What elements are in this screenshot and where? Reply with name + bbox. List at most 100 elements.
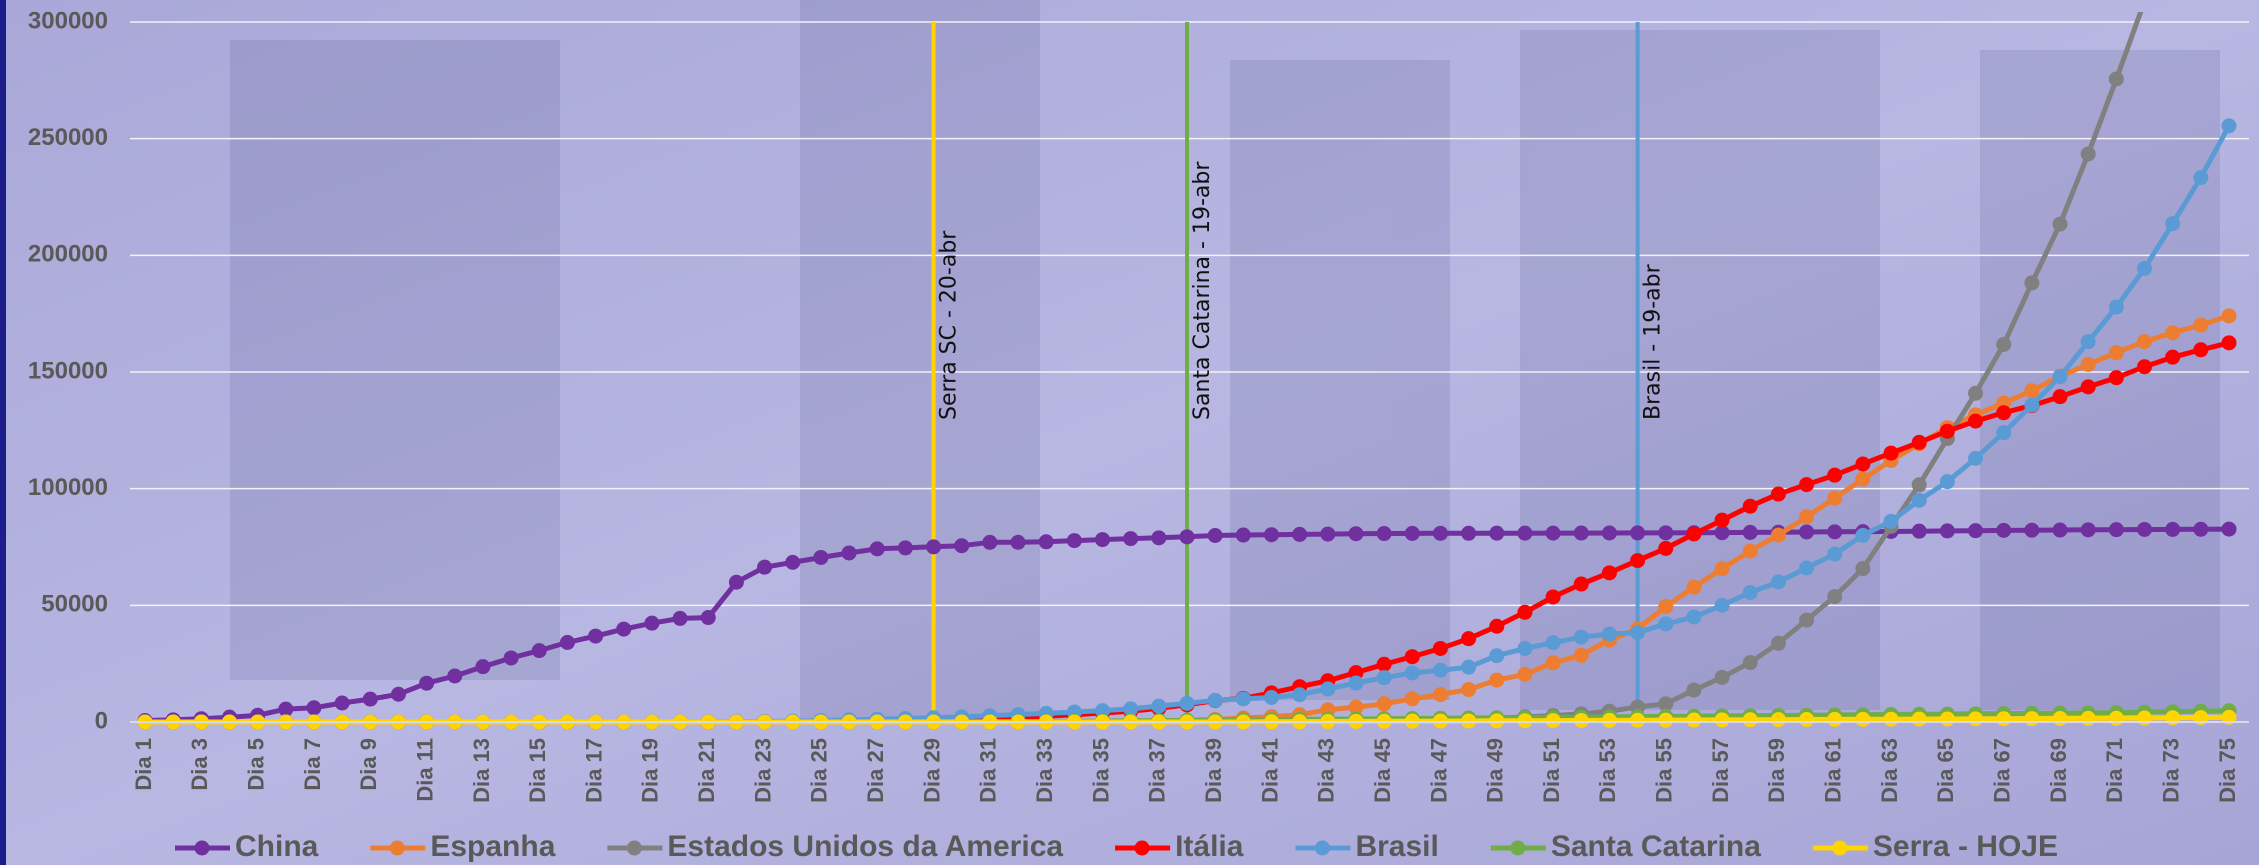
data-point [1855,456,1871,472]
data-point [1573,576,1589,592]
annotation-label: Brasil - 19-abr [1641,263,1666,420]
data-point [2137,260,2153,276]
data-point [1489,525,1505,541]
data-point [1911,434,1927,450]
legend-label: Estados Unidos da America [667,830,1063,863]
x-tick-label: Dia 23 [750,738,775,803]
data-point [1968,450,1984,466]
data-point [1517,641,1533,656]
data-point [1799,612,1815,628]
data-point [2052,216,2068,232]
x-tick-label: Dia 5 [243,738,268,791]
data-point [2024,275,2040,291]
data-point [2080,379,2096,395]
data-point [1996,336,2012,352]
legend-label: Brasil [1355,830,1438,863]
data-point [1320,526,1336,542]
x-tick-label: Dia 43 [1314,738,1339,803]
data-point [1996,405,2012,421]
x-tick-label: Dia 7 [300,738,325,791]
data-point [1545,525,1561,541]
data-point [1151,530,1167,546]
data-point [1968,385,1984,401]
data-point [1658,696,1674,712]
data-point [1996,522,2012,538]
data-point [1968,523,1984,539]
x-tick-label: Dia 35 [1088,738,1113,803]
data-point [1799,712,1815,728]
data-point [475,659,491,675]
data-point [1827,467,1843,483]
data-point [1827,589,1843,605]
data-point [1658,540,1674,556]
axes: 0 50000 100000 150000 200000 250000 300000 Dia … [28,7,2249,803]
x-tick-label: Dia 9 [356,738,381,791]
data-point [2052,522,2068,538]
data-point [1235,691,1251,707]
data-point [1010,534,1026,550]
data-point [1095,532,1111,548]
data-point [2080,334,2096,350]
x-tick-label: Dia 27 [863,738,888,803]
x-tick-label: Dia 71 [2102,738,2127,803]
data-point [1911,492,1927,508]
y-tick-label: 300000 [28,7,108,34]
data-point [2108,370,2124,386]
data-point [1263,690,1279,705]
x-tick-label: Dia 21 [694,738,719,803]
data-point [362,691,378,707]
data-point [1742,543,1758,559]
data-point [1968,711,1984,727]
data-point [644,615,660,631]
data-point [2193,521,2209,537]
data-point [1799,524,1815,540]
data-point [1095,703,1111,719]
data-point [1545,655,1561,671]
x-tick-label: Dia 29 [919,738,944,803]
data-point [2137,334,2153,350]
data-point [954,538,970,554]
data-point [2052,389,2068,405]
x-tick-label: Dia 15 [525,738,550,803]
data-point [1545,713,1561,729]
data-point [1489,618,1505,634]
data-point [1348,699,1364,715]
legend: China Espanha Estados Unidos da America Itá… [175,830,2058,863]
legend-marker [1134,840,1150,856]
data-point [1827,546,1843,562]
x-tick-label: Dia 3 [187,738,212,791]
data-point [1855,527,1871,543]
data-point [2165,325,2181,341]
x-tick-label: Dia 59 [1764,738,1789,803]
x-tick-label: Dia 25 [807,738,832,803]
data-point [2052,369,2068,385]
legend-marker [194,840,210,856]
data-point [1573,647,1589,663]
data-point [2024,522,2040,538]
data-point [2080,522,2096,538]
data-point [559,634,575,650]
data-point [616,621,632,637]
data-point [1461,682,1477,698]
data-point [2080,146,2096,162]
left-edge [0,0,6,865]
data-point [2137,521,2153,537]
x-tick-label: Dia 33 [1032,738,1057,803]
data-point [1461,659,1477,675]
data-point [2221,521,2237,537]
data-point [1404,665,1420,681]
data-point [1686,712,1702,728]
data-point [1207,692,1223,708]
x-tick-label: Dia 75 [2215,738,2240,803]
data-point [1770,712,1786,728]
data-point [2024,397,2040,413]
data-point [1404,691,1420,707]
data-point [897,540,913,556]
data-point [2024,383,2040,399]
y-tick-label: 250000 [28,124,108,151]
data-point [1855,561,1871,577]
data-point [1489,713,1505,729]
x-tick-label: Dia 1 [131,738,156,791]
data-point [334,695,350,711]
data-point [1263,527,1279,543]
